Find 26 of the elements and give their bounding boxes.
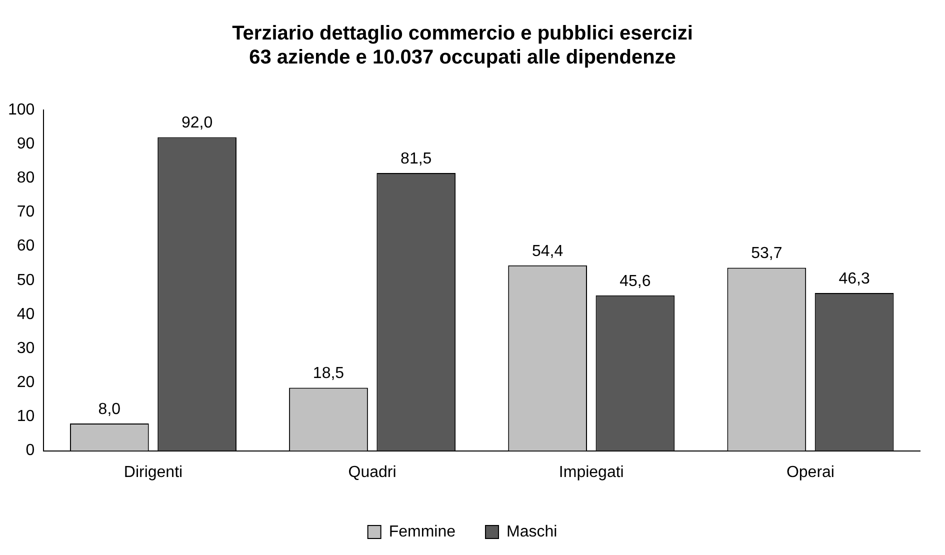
y-tick-label: 100 — [8, 101, 35, 118]
x-tick-label: Dirigenti — [124, 464, 183, 481]
y-tick-label: 10 — [16, 408, 35, 426]
x-tick-label: Operai — [786, 464, 834, 481]
data-label: 53,7 — [751, 245, 782, 262]
data-label: 81,5 — [400, 150, 432, 168]
y-tick-label: 40 — [16, 306, 35, 323]
chart-title: Terziario dettaglio commercio e pubblici esercizi 63 aziende e 10.037 occupati alle dipendenze — [232, 22, 693, 69]
data-label: 54,4 — [532, 242, 564, 260]
y-tick-label: 80 — [16, 170, 35, 187]
y-tick-label: 70 — [16, 204, 35, 221]
x-tick-label: Impiegati — [558, 464, 624, 481]
legend-label: Femmine — [388, 523, 456, 540]
data-label: 18,5 — [312, 365, 344, 382]
data-label: 8,0 — [98, 400, 121, 418]
y-tick-label: 50 — [16, 272, 35, 289]
data-label: 46,3 — [838, 270, 870, 288]
y-tick-label: 60 — [16, 238, 35, 255]
x-tick-label: Quadri — [348, 464, 396, 481]
y-tick-label: 30 — [16, 340, 35, 357]
legend-label: Maschi — [506, 523, 558, 540]
y-tick-label: 0 — [26, 442, 35, 460]
data-label: 92,0 — [181, 114, 213, 132]
y-tick-label: 90 — [16, 135, 35, 152]
y-tick-label: 20 — [16, 374, 35, 392]
data-label: 45,6 — [620, 272, 651, 290]
